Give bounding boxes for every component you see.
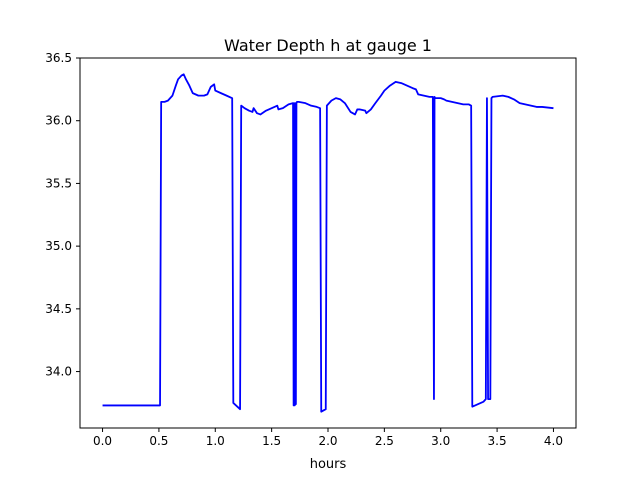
x-tick-label: 3.0: [431, 434, 450, 448]
x-axis-label: hours: [310, 457, 347, 472]
y-tick-label: 34.5: [45, 302, 72, 316]
y-tick-label: 35.0: [45, 239, 72, 253]
x-axis-ticks: 0.0 0.5 1.0 1.5 2.0 2.5 3.0 3.5 4.0: [93, 428, 563, 448]
x-tick-label: 1.5: [262, 434, 281, 448]
x-tick-label: 1.0: [206, 434, 225, 448]
plot-frame: [79, 57, 577, 429]
y-tick-label: 34.0: [45, 365, 72, 379]
y-axis-ticks: 34.0 34.5 35.0 35.5 36.0 36.5: [45, 51, 80, 379]
x-tick-label: 4.0: [544, 434, 563, 448]
x-tick-label: 0.0: [93, 434, 112, 448]
x-tick-label: 2.0: [318, 434, 337, 448]
y-tick-label: 36.0: [45, 114, 72, 128]
x-tick-label: 0.5: [149, 434, 168, 448]
series-line-0: [102, 73, 554, 413]
series-group: [102, 73, 554, 413]
chart-title: Water Depth h at gauge 1: [224, 36, 432, 55]
x-tick-label: 2.5: [375, 434, 394, 448]
y-tick-label: 36.5: [45, 51, 72, 65]
x-tick-label: 3.5: [488, 434, 507, 448]
y-tick-label: 35.5: [45, 176, 72, 190]
